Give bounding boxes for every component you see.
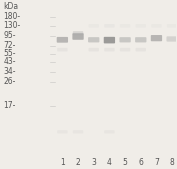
Text: 130-: 130- [3,21,20,30]
Text: 17-: 17- [3,101,16,110]
Text: 34-: 34- [3,67,16,76]
Text: 5: 5 [123,158,127,167]
FancyBboxPatch shape [135,37,146,42]
FancyBboxPatch shape [120,48,130,52]
FancyBboxPatch shape [88,48,99,52]
FancyBboxPatch shape [73,130,83,134]
FancyBboxPatch shape [136,24,146,28]
Text: 95-: 95- [3,31,16,40]
Text: 6: 6 [138,158,143,167]
FancyBboxPatch shape [120,24,130,28]
FancyBboxPatch shape [151,35,162,41]
FancyBboxPatch shape [73,31,83,35]
FancyBboxPatch shape [104,24,115,28]
Text: 1: 1 [60,158,65,167]
Text: 7: 7 [154,158,159,167]
Text: 2: 2 [76,158,80,167]
FancyBboxPatch shape [57,130,68,134]
FancyBboxPatch shape [167,24,177,28]
FancyBboxPatch shape [119,37,131,42]
FancyBboxPatch shape [166,36,177,42]
FancyBboxPatch shape [151,24,162,28]
FancyBboxPatch shape [104,37,115,43]
Text: kDa: kDa [3,2,18,11]
FancyBboxPatch shape [136,48,146,52]
Text: 72-: 72- [3,41,16,50]
Text: 180-: 180- [3,12,20,21]
Text: 43-: 43- [3,57,16,66]
FancyBboxPatch shape [57,37,68,43]
FancyBboxPatch shape [104,130,115,134]
Text: 3: 3 [91,158,96,167]
FancyBboxPatch shape [88,24,99,28]
FancyBboxPatch shape [72,33,84,40]
FancyBboxPatch shape [104,48,115,52]
FancyBboxPatch shape [88,37,99,42]
FancyBboxPatch shape [57,48,68,52]
Text: 8: 8 [170,158,175,167]
Text: 26-: 26- [3,77,16,86]
Text: 4: 4 [107,158,112,167]
Text: 55-: 55- [3,49,16,58]
